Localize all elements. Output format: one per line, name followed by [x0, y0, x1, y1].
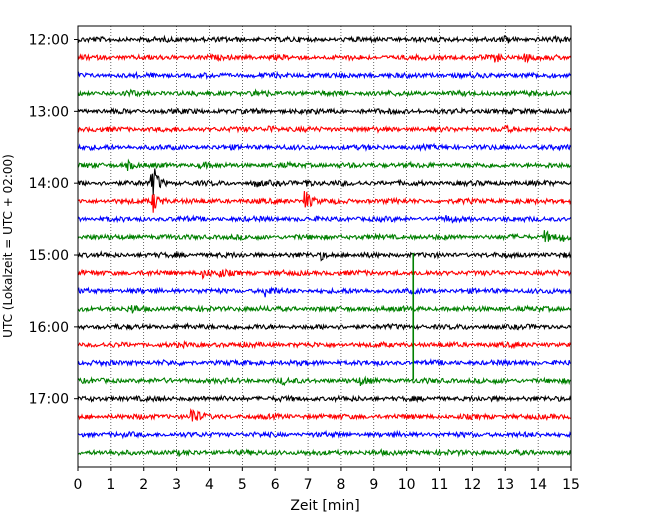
x-tick-label: 3	[172, 477, 181, 493]
trace-1245	[77, 88, 572, 98]
x-tick-label: 7	[304, 477, 313, 493]
trace-1500	[77, 250, 572, 262]
y-tick-label: 17:00	[29, 392, 69, 408]
y-tick-label: 16:00	[29, 320, 69, 336]
trace-1200	[77, 34, 572, 44]
x-tick-label: 0	[74, 477, 83, 493]
x-tick-label: 1	[106, 477, 115, 493]
trace-1615	[77, 339, 572, 350]
y-tick-label: 12:00	[29, 33, 69, 49]
trace-1515	[77, 268, 572, 280]
trace-1430	[77, 214, 572, 224]
x-tick-label: 9	[369, 477, 378, 493]
trace-1215	[77, 52, 572, 64]
trace-1700	[77, 394, 572, 404]
trace-1715	[77, 408, 571, 422]
x-tick-label: 15	[562, 477, 580, 493]
trace-1400	[77, 168, 572, 196]
y-axis-ticks: 12:00 13:00 14:00 15:00 16:00 17:00	[29, 33, 78, 408]
trace-1345	[77, 158, 572, 171]
trace-1645	[77, 375, 571, 387]
trace-1230	[77, 70, 572, 81]
trace-1315	[77, 124, 572, 134]
y-tick-label: 15:00	[29, 248, 69, 264]
trace-lines	[77, 34, 572, 458]
x-tick-label: 8	[336, 477, 345, 493]
trace-1300	[77, 106, 572, 116]
x-tick-label: 11	[431, 477, 449, 493]
trace-1730	[77, 429, 572, 440]
trace-1600	[77, 322, 572, 331]
trace-1745	[77, 448, 572, 458]
x-tick-label: 5	[238, 477, 247, 493]
x-tick-label: 10	[398, 477, 416, 493]
trace-1545	[77, 304, 572, 314]
y-tick-label: 14:00	[29, 176, 69, 192]
x-tick-label: 14	[529, 477, 547, 493]
x-tick-label: 13	[496, 477, 514, 493]
trace-1445	[77, 230, 572, 243]
x-tick-label: 6	[271, 477, 280, 493]
plot-frame	[77, 25, 572, 468]
x-tick-label: 2	[139, 477, 148, 493]
x-axis-ticks: 0 1 2 3 4 5 6 7 8 9 10 11 12 13 14 15	[74, 467, 580, 493]
x-axis-label: Zeit [min]	[290, 498, 359, 514]
trace-1530	[77, 286, 572, 298]
trace-1415	[77, 190, 572, 213]
x-tick-label: 12	[463, 477, 481, 493]
y-tick-label: 13:00	[29, 104, 69, 120]
trace-1330	[77, 142, 572, 153]
trace-1630	[77, 358, 571, 368]
y-axis-label: UTC (Lokalzeit = UTC + 02:00)	[1, 154, 15, 338]
x-tick-label: 4	[205, 477, 214, 493]
